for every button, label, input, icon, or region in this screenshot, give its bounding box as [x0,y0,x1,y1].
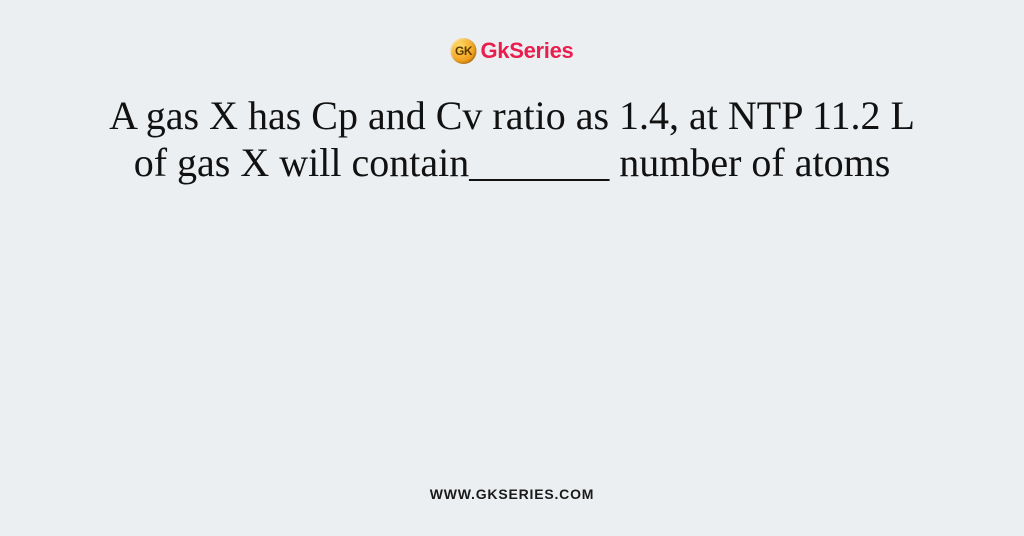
logo-brand-text: GkSeries [480,38,573,64]
brand-logo: GK GkSeries [450,38,573,64]
question-block: A gas X has Cp and Cv ratio as 1.4, at N… [102,92,922,186]
logo-badge-text: GK [455,44,472,58]
question-text: A gas X has Cp and Cv ratio as 1.4, at N… [102,92,922,186]
footer-url: WWW.GKSERIES.COM [430,486,594,502]
logo-badge-icon: GK [450,38,476,64]
